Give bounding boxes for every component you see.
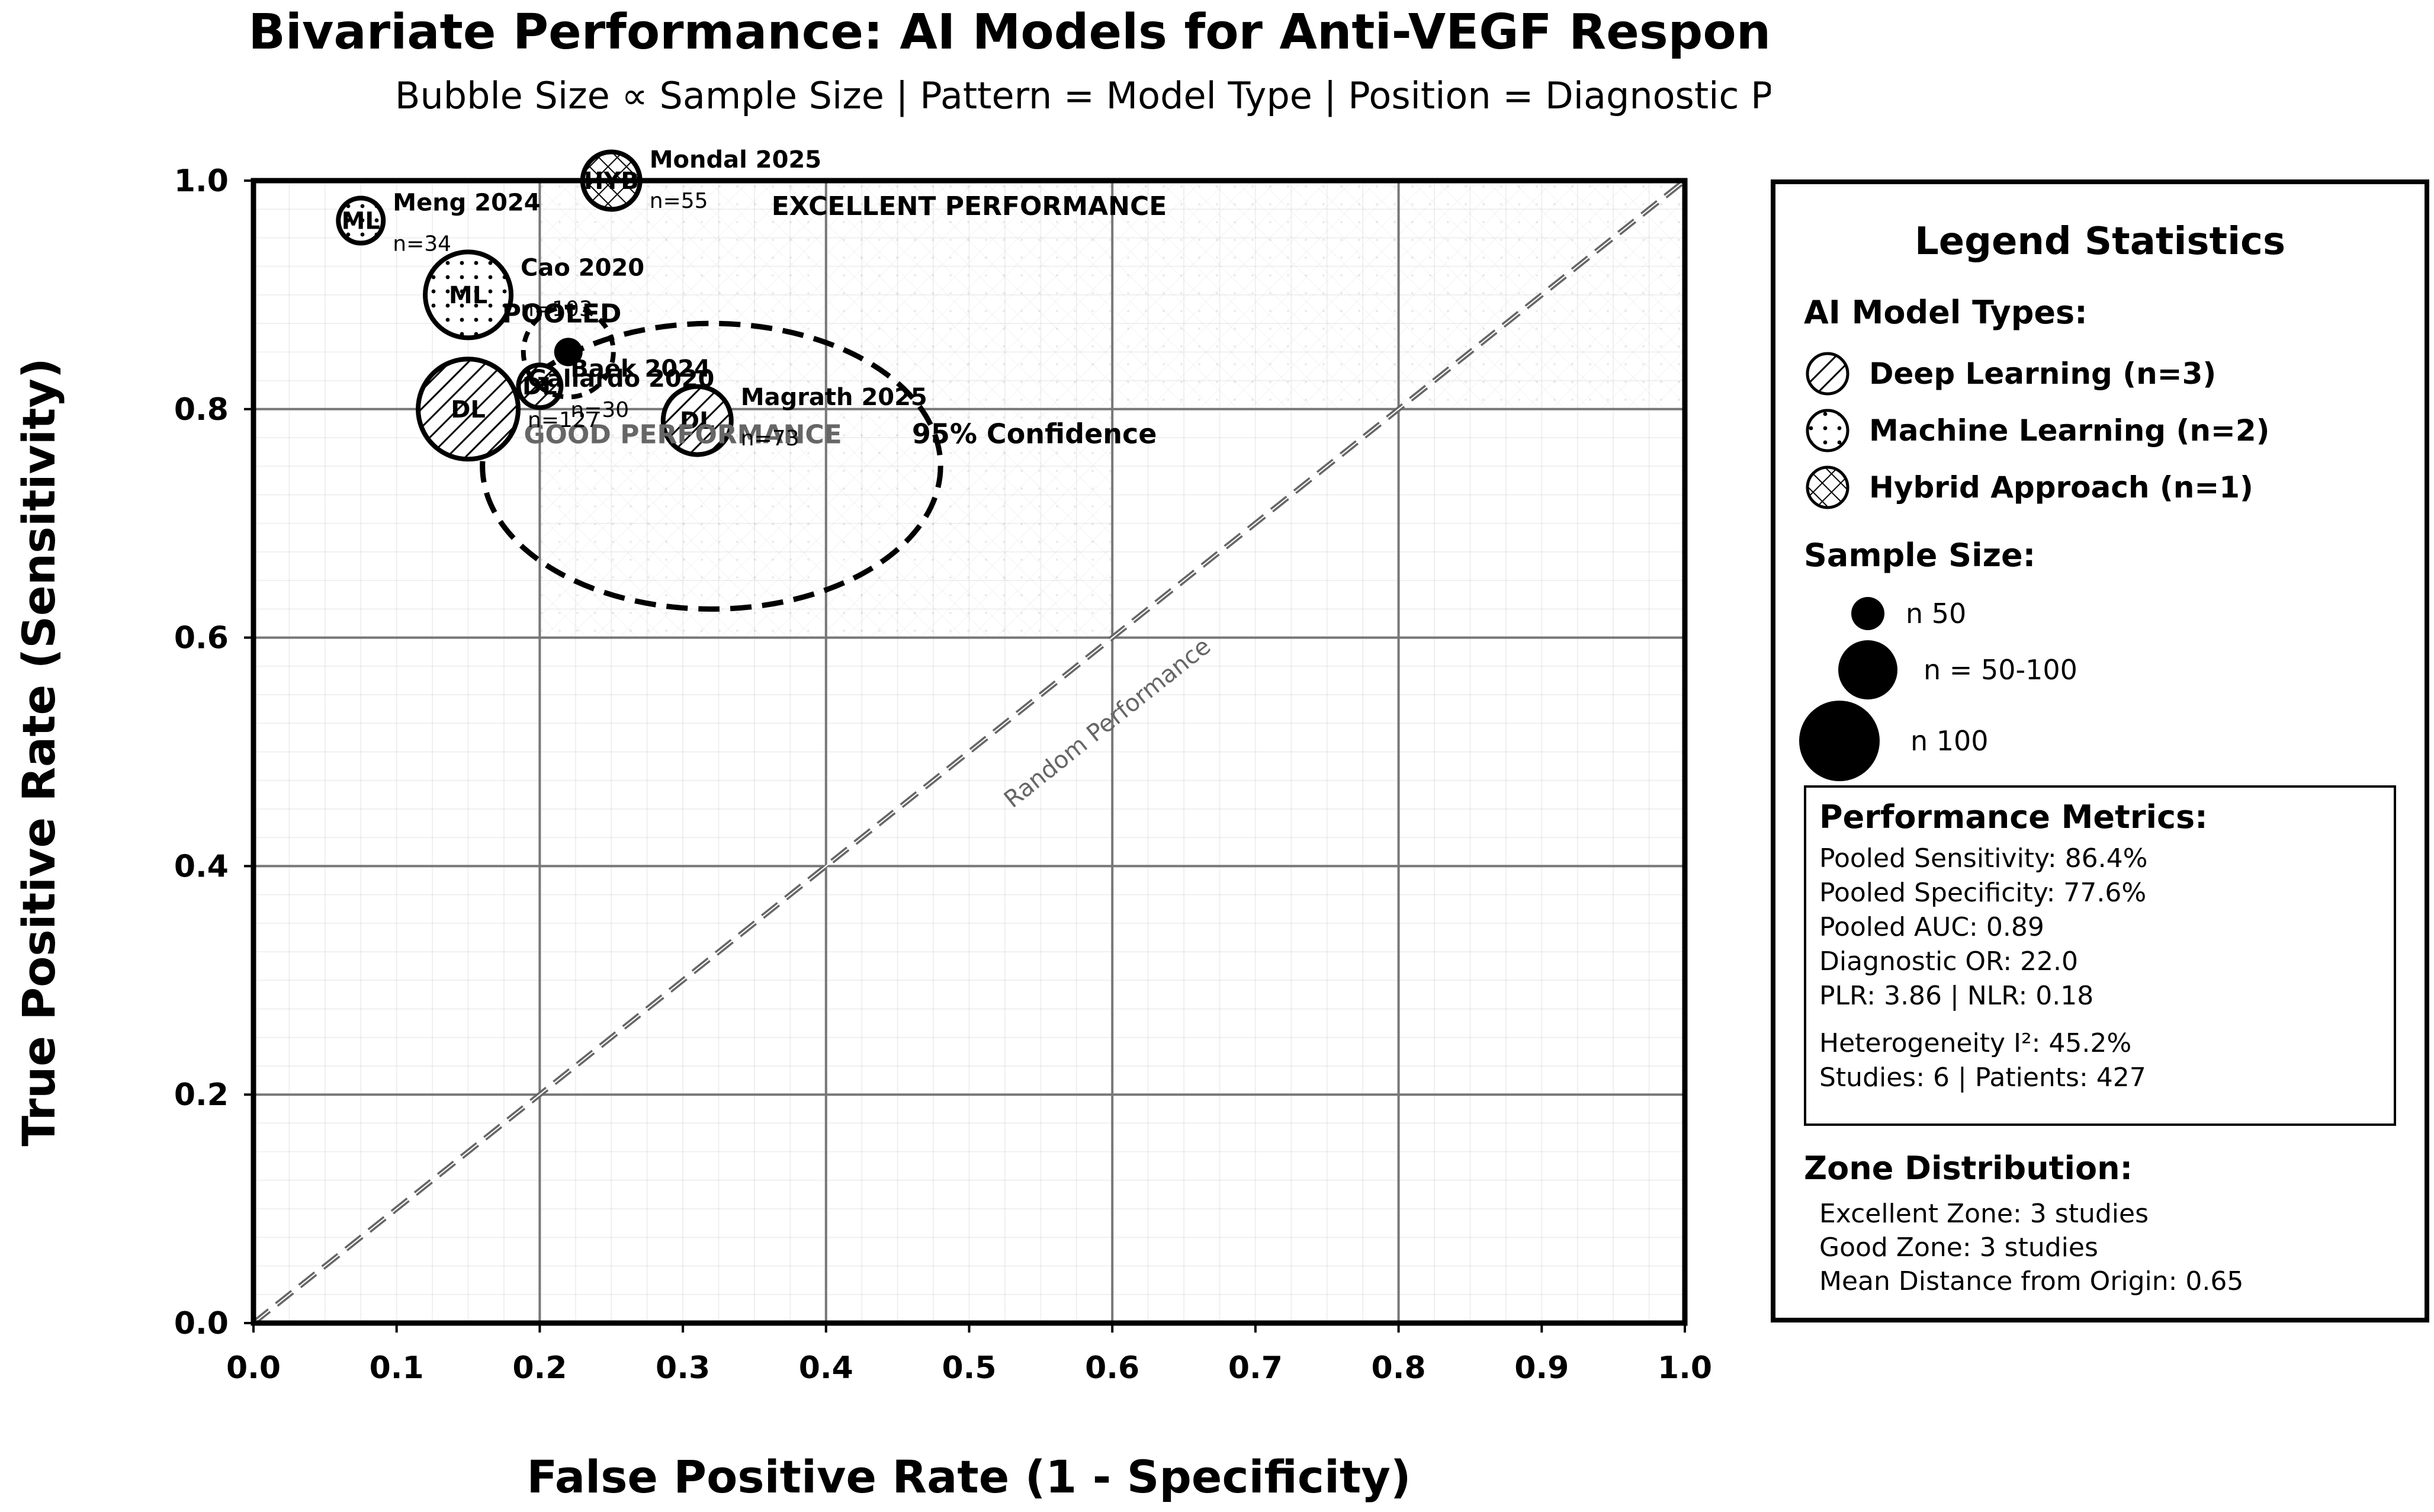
x-tick-label: 0.2 <box>512 1350 567 1386</box>
zone-line: Good Zone: 3 studies <box>1819 1232 2098 1263</box>
zone-line: Excellent Zone: 3 studies <box>1819 1199 2149 1229</box>
medium-bubble-icon <box>1838 640 1897 699</box>
study-label: Mondal 2025 <box>650 146 821 174</box>
x-tick-label: 1.0 <box>1658 1350 1712 1386</box>
legend-panel: Legend Statistics AI Model Types: Deep L… <box>1771 179 2429 1322</box>
legend-item-machine-learning: Machine Learning (n=2) <box>1804 402 2269 459</box>
metric-line: Pooled Sensitivity: 86.4% <box>1819 843 2148 874</box>
x-tick-label: 0.9 <box>1514 1350 1569 1386</box>
study-label: Baek 2024 <box>570 355 710 383</box>
x-tick-label: 0.8 <box>1372 1350 1426 1386</box>
sample-size-medium-label: n = 50-100 <box>1924 654 2077 686</box>
hatch-pattern-icon <box>1806 352 1849 396</box>
x-tick-label: 0.5 <box>942 1350 996 1386</box>
study-type-code: ML <box>342 208 380 235</box>
metric-line: Studies: 6 | Patients: 427 <box>1819 1062 2146 1093</box>
random-performance-line-inner <box>253 180 1685 1324</box>
study-bubble <box>416 357 521 462</box>
sample-size-medium: n = 50-100 <box>1817 637 2077 702</box>
pooled-label: POOLED <box>502 298 622 329</box>
metric-line: Heterogeneity I²: 45.2% <box>1819 1028 2132 1058</box>
study-type-code: DL <box>680 407 715 435</box>
legend-item-deep-learning: Deep Learning (n=3) <box>1804 345 2216 402</box>
study-n-label: n=34 <box>393 232 451 256</box>
zone-line: Mean Distance from Origin: 0.65 <box>1819 1266 2244 1296</box>
sample-size-large-label: n 100 <box>1910 725 1989 757</box>
study-n-label: n=73 <box>741 426 799 451</box>
legend-label-machine-learning: Machine Learning (n=2) <box>1869 413 2270 448</box>
legend-label-deep-learning: Deep Learning (n=3) <box>1869 357 2217 391</box>
x-tick-label: 0.3 <box>656 1350 710 1386</box>
study-label: Magrath 2025 <box>741 384 927 411</box>
legend-title: Legend Statistics <box>1914 220 2286 264</box>
study-n-label: n=103 <box>521 297 593 321</box>
x-tick-label: 0.4 <box>799 1350 853 1386</box>
study-n-label: n=30 <box>570 398 629 422</box>
x-axis-label: False Positive Rate (1 - Specificity) <box>526 1450 1411 1503</box>
good-zone-label: GOOD PERFORMANCE <box>524 420 842 450</box>
y-tick-label: 0.2 <box>174 1077 229 1113</box>
metric-line: PLR: 3.86 | NLR: 0.18 <box>1819 981 2094 1011</box>
dots-pattern-icon <box>1806 409 1849 452</box>
y-axis-label: True Positive Rate (Sensitivity) <box>12 358 65 1146</box>
confidence-ellipse-label: 95% Confidence <box>912 418 1157 450</box>
large-bubble-icon <box>1799 701 1880 781</box>
pooled-ring <box>521 304 616 400</box>
x-tick-label: 0.1 <box>370 1350 424 1386</box>
y-tick-label: 1.0 <box>174 163 229 199</box>
sample-size-small-label: n 50 <box>1906 598 1967 630</box>
sample-size-large: n 100 <box>1786 694 1989 788</box>
sample-size-heading: Sample Size: <box>1804 537 2036 574</box>
chart-area: Bivariate Performance: AI Models for Ant… <box>12 4 1771 1503</box>
excellent-zone-label: EXCELLENT PERFORMANCE <box>772 191 1167 221</box>
y-tick-label: 0.0 <box>174 1306 229 1341</box>
metric-line: Diagnostic OR: 22.0 <box>1819 946 2079 977</box>
chart-title: Bivariate Performance: AI Models for Ant… <box>248 4 1771 60</box>
study-label: Cao 2020 <box>521 254 644 281</box>
metric-line: Pooled Specificity: 77.6% <box>1819 878 2147 908</box>
y-tick-label: 0.4 <box>174 849 229 884</box>
study-type-code: DL <box>451 396 486 423</box>
cross-pattern-icon <box>1806 466 1849 509</box>
chart-subtitle: Bubble Size ∝ Sample Size | Pattern = Mo… <box>395 74 1771 118</box>
study-label: Meng 2024 <box>393 189 540 216</box>
metric-line: Pooled AUC: 0.89 <box>1819 912 2044 942</box>
study-type-code: ML <box>449 282 487 309</box>
metrics-title: Performance Metrics: <box>1819 798 2208 836</box>
y-tick-label: 0.6 <box>174 621 229 656</box>
y-tick-label: 0.8 <box>174 392 229 428</box>
small-bubble-icon <box>1851 597 1884 630</box>
x-tick-label: 0.7 <box>1228 1350 1283 1386</box>
study-label: Gallardo 2020 <box>528 365 714 393</box>
study-n-label: n=55 <box>650 189 708 213</box>
x-tick-label: 0.0 <box>226 1350 281 1386</box>
study-n-label: n=127 <box>528 408 600 432</box>
study-bubble <box>660 384 734 457</box>
study-bubble <box>336 195 386 246</box>
study-bubble <box>423 249 514 341</box>
confidence-ellipse <box>480 320 943 612</box>
legend-label-hybrid: Hybrid Approach (n=1) <box>1869 470 2253 505</box>
pooled-point <box>554 338 583 367</box>
sample-size-small: n 50 <box>1817 593 1966 634</box>
zone-distribution-heading: Zone Distribution: <box>1804 1150 2133 1187</box>
legend-item-hybrid: Hybrid Approach (n=1) <box>1804 459 2253 516</box>
x-tick-label: 0.6 <box>1085 1350 1139 1386</box>
performance-metrics-box: Performance Metrics: Pooled Sensitivity:… <box>1804 785 2396 1126</box>
model-types-heading: AI Model Types: <box>1804 294 2088 331</box>
